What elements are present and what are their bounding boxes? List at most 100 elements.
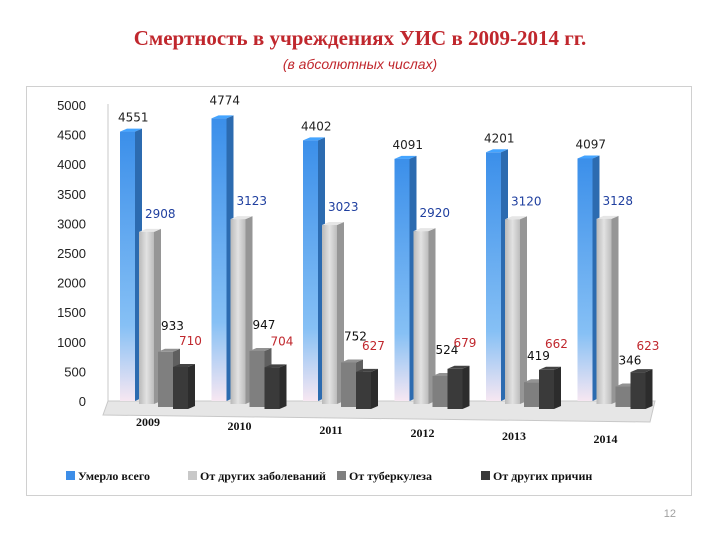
bar-1: [211, 118, 227, 401]
bar-4: [539, 369, 554, 409]
x-tick-label: 2009: [136, 415, 160, 429]
y-tick-label: 3500: [57, 187, 86, 202]
x-tick-label: 2011: [319, 423, 342, 437]
x-tick-label: 2010: [228, 419, 252, 433]
x-tick-label: 2013: [502, 429, 526, 443]
legend-swatch: [66, 471, 75, 480]
bar-4: [447, 368, 463, 409]
data-label: 704: [271, 334, 294, 348]
bar-side: [611, 215, 619, 404]
bar-top: [158, 348, 180, 352]
bar-top: [356, 368, 378, 372]
bar-4: [173, 366, 188, 409]
bar-1: [394, 158, 410, 401]
bar-top: [539, 366, 561, 370]
data-label: 524: [436, 343, 459, 357]
bar-side: [462, 365, 470, 409]
y-tick-label: 5000: [57, 98, 86, 113]
y-tick-label: 4500: [57, 128, 86, 143]
bar-2: [230, 219, 246, 404]
legend-label: От других причин: [493, 469, 592, 483]
bar-top: [249, 347, 272, 351]
data-label: 947: [253, 318, 276, 332]
bar-top: [413, 228, 436, 232]
bar-side: [188, 363, 195, 409]
bar-side: [371, 368, 378, 409]
bar-3: [158, 351, 173, 407]
data-label: 4774: [210, 93, 241, 107]
chart-title: Смертность в учреждениях УИС в 2009-2014…: [133, 26, 587, 50]
data-label: 419: [527, 349, 550, 363]
legend-swatch: [188, 471, 197, 480]
y-tick-label: 3000: [57, 216, 86, 231]
y-tick-label: 1000: [57, 335, 86, 350]
bar-2: [596, 218, 612, 404]
bar-top: [341, 359, 363, 363]
bar-top: [303, 137, 325, 141]
x-tick-label: 2014: [594, 432, 618, 446]
bar-side: [337, 222, 344, 404]
y-tick-label: 500: [64, 364, 86, 379]
bar-side: [428, 228, 436, 404]
bar-2: [413, 231, 429, 404]
bar-top: [139, 228, 161, 232]
data-label: 3023: [328, 200, 359, 214]
bar-top: [264, 364, 287, 368]
legend-swatch: [481, 471, 490, 480]
bar-side: [554, 366, 561, 409]
data-label: 627: [362, 339, 385, 353]
legend-label: От других заболеваний: [200, 469, 326, 483]
data-label: 2920: [420, 206, 451, 220]
bar-1: [577, 158, 593, 401]
bar-top: [577, 155, 600, 159]
y-tick-label: 0: [79, 394, 86, 409]
bar-3: [432, 375, 448, 407]
bar-top: [230, 216, 253, 220]
bar-side: [520, 216, 527, 404]
legend-label: От туберкулеза: [349, 469, 432, 483]
data-label: 3123: [237, 194, 268, 208]
y-tick-label: 4000: [57, 157, 86, 172]
data-label: 710: [179, 334, 202, 348]
bar-top: [505, 216, 527, 220]
data-label: 4091: [393, 138, 424, 152]
data-label: 4097: [576, 137, 607, 151]
bar-top: [486, 149, 508, 153]
bar-top: [447, 365, 470, 369]
page-number: 12: [663, 508, 676, 520]
bar-4: [630, 372, 646, 409]
bar-4: [264, 367, 280, 409]
bar-3: [524, 382, 539, 407]
bar-top: [596, 215, 619, 219]
y-tick-label: 1500: [57, 305, 86, 320]
bar-top: [630, 369, 653, 373]
bar-1: [303, 140, 318, 401]
bar-1: [120, 131, 135, 401]
bar-top: [322, 222, 344, 226]
bar-2: [139, 231, 154, 404]
data-label: 4201: [484, 131, 515, 145]
data-label: 662: [545, 337, 568, 351]
bar-top: [120, 128, 142, 132]
data-label: 2908: [145, 207, 176, 221]
bar-2: [505, 219, 520, 404]
data-label: 4551: [118, 111, 149, 125]
data-label: 4402: [301, 119, 332, 133]
bar-top: [173, 363, 195, 367]
y-tick-label: 2000: [57, 276, 86, 291]
bar-3: [615, 386, 631, 407]
bar-3: [249, 350, 265, 407]
bar-side: [645, 369, 653, 409]
data-label: 623: [637, 339, 660, 353]
chart-subtitle: (в абсолютных числах): [282, 56, 438, 72]
data-label: 752: [344, 329, 367, 343]
bar-top: [211, 115, 234, 119]
data-label: 3128: [603, 194, 634, 208]
y-tick-label: 2500: [57, 246, 86, 261]
data-label: 3120: [511, 194, 542, 208]
bar-3: [341, 362, 356, 407]
x-tick-label: 2012: [411, 426, 435, 440]
data-label: 346: [619, 354, 642, 368]
bar-1: [486, 152, 501, 401]
